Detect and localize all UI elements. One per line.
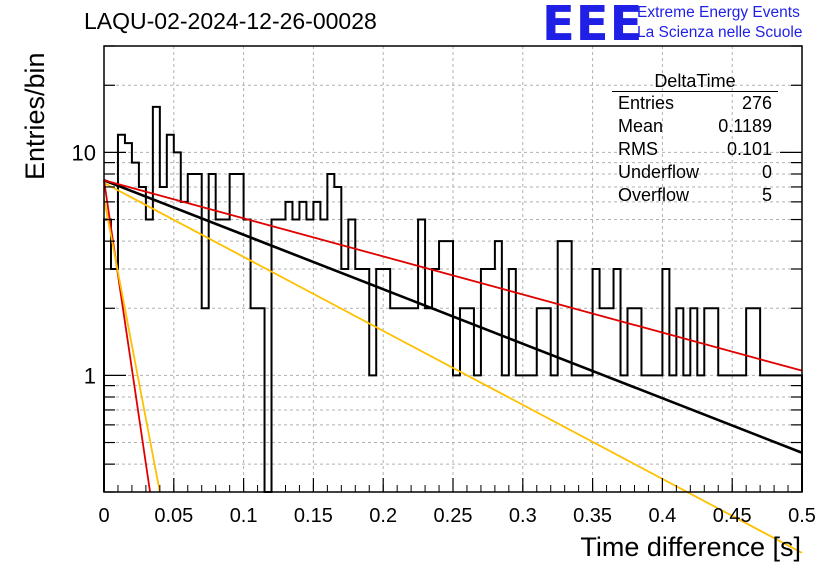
logo-line-1: Extreme Energy Events [637,4,800,21]
x-tick-label: 0.3 [509,505,537,527]
stats-label: RMS [618,139,658,159]
x-tick-label: 0.4 [648,505,676,527]
logo-line-2: La Scienza nelle Scuole [637,24,803,41]
fit-line [103,180,151,493]
fit-line [103,182,803,554]
x-tick-label: 0.05 [154,505,193,527]
chart-title: LAQU-02-2024-12-26-00028 [84,8,377,34]
stats-box: DeltaTime Entries 276 Mean 0.1189 RMS 0.101… [612,70,778,207]
axis-ticks [103,45,803,493]
x-tick-label: 0.15 [294,505,333,527]
stats-value: 0.1189 [718,116,772,136]
stats-value: 0 [761,162,772,182]
stats-row-underflow: Underflow 0 [612,161,778,184]
stats-title: DeltaTime [654,71,736,91]
y-tick-label: 10 [72,140,96,165]
fit-lines [103,179,803,554]
y-axis-label: Entries/bin [20,52,50,180]
stats-label: Mean [618,116,664,136]
tick-labels: 0 0.05 0.1 0.15 0.2 0.25 0.3 0.35 0.4 0.45 0.5 1 10 [72,140,816,527]
stats-value: 0.101 [726,139,772,159]
y-tick-label: 1 [84,363,96,388]
stats-label: Overflow [618,185,690,205]
stats-row-entries: Entries 276 [612,92,778,115]
fit-line [103,179,803,372]
x-axis-label: Time difference [s] [580,532,801,562]
x-tick-label: 0.2 [369,505,397,527]
x-tick-label: 0.5 [788,505,816,527]
stats-value: 5 [761,185,772,205]
stats-label: Entries [618,93,675,113]
stats-row-rms: RMS 0.101 [612,138,778,161]
x-tick-label: 0.35 [573,505,612,527]
x-tick-label: 0.25 [434,505,473,527]
stats-label: Underflow [618,162,700,182]
stats-row-overflow: Overflow 5 [612,184,778,207]
fit-line [103,198,161,493]
fit-line [103,179,803,454]
stats-value: 276 [741,93,772,113]
eee-logo: EEE [542,0,644,52]
x-tick-label: 0.1 [230,505,258,527]
stats-divider [612,91,778,92]
eee-logo-caption: Extreme Energy Events La Scienza nelle S… [637,3,802,43]
x-tick-label: 0.45 [713,505,752,527]
stats-row-mean: Mean 0.1189 [612,115,778,138]
x-tick-label: 0 [98,505,109,527]
